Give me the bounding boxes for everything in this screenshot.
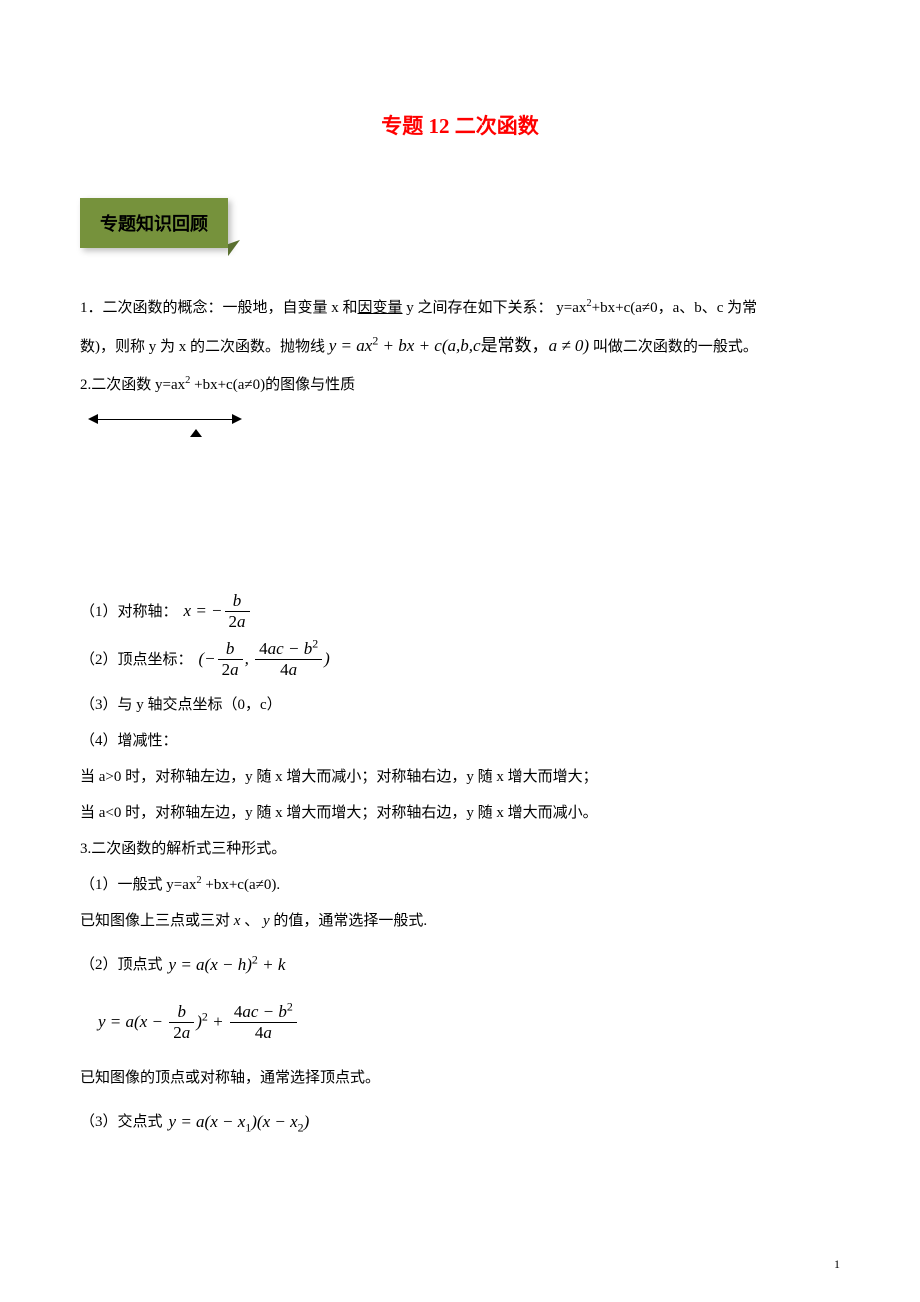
axis-tick-icon	[190, 429, 202, 437]
vertex-form-row: （2）顶点式 y = a(x − h)2 + k	[80, 945, 840, 986]
s2-prefix: 2.二次函数 y=ax	[80, 377, 185, 393]
item3-form-label: （3）交点式	[80, 1104, 163, 1140]
content-body: 1．二次函数的概念：一般地，自变量 x 和因变量 y 之间存在如下关系： y=a…	[80, 290, 840, 1142]
p1-mid: y 之间存在如下关系： y=ax	[403, 300, 587, 316]
arrow-left-icon	[88, 414, 98, 424]
vertex-form-expanded: y = a(x − b2a)2 + 4ac − b24a	[98, 1002, 299, 1044]
item2-label: （2）顶点坐标：	[80, 642, 193, 678]
monotonicity-a-neg: 当 a<0 时，对称轴左边，y 随 x 增大而增大；对称轴右边，y 随 x 增大…	[80, 795, 840, 831]
p2-prefix: 数)，则称 y 为 x 的二次函数。抛物线	[80, 339, 329, 355]
monotonicity-a-pos: 当 a>0 时，对称轴左边，y 随 x 增大而减小；对称轴右边，y 随 x 增大…	[80, 759, 840, 795]
y-intercept: （3）与 y 轴交点坐标（0，c）	[80, 687, 840, 723]
symmetry-axis-row: （1）对称轴： x = −b2a	[80, 591, 840, 633]
general-form-desc: 已知图像上三点或三对 x 、 y 的值，通常选择一般式.	[80, 903, 840, 939]
s3-i1-desc-prefix: 已知图像上三点或三对	[80, 913, 234, 929]
section3-heading: 3.二次函数的解析式三种形式。	[80, 831, 840, 867]
section-banner: 专题知识回顾	[80, 198, 228, 248]
p1-prefix: 1．二次函数的概念：一般地，自变量 x 和	[80, 300, 358, 316]
p2-math: y = ax2 + bx + c(a,b,c是常数，a ≠ 0)	[329, 336, 589, 355]
concept-para-2: 数)，则称 y 为 x 的二次函数。抛物线 y = ax2 + bx + c(a…	[80, 326, 840, 367]
general-form: （1）一般式 y=ax2 +bx+c(a≠0).	[80, 867, 840, 903]
exp-frac1-num: b	[169, 1002, 194, 1023]
monotonicity-label: （4）增减性：	[80, 723, 840, 759]
page-title: 专题 12 二次函数	[80, 110, 840, 140]
s3-i1-desc-suffix: 的值，通常选择一般式.	[270, 913, 428, 929]
vertex-row: （2）顶点坐标： (−b2a, 4ac − b24a)	[80, 639, 840, 681]
p1-suffix: +bx+c(a≠0，a、b、c 为常	[592, 300, 758, 316]
s3-i1-suffix: +bx+c(a≠0).	[202, 877, 280, 893]
s3-i1-mid: 、	[240, 913, 263, 929]
intercept-form-row: （3）交点式 y = a(x − x1)(x − x2)	[80, 1102, 840, 1143]
axis-line	[90, 419, 240, 421]
sub2: 2	[298, 1120, 304, 1134]
s3-i1-prefix: （1）一般式 y=ax	[80, 877, 196, 893]
item1-math: x = −b2a	[184, 591, 252, 633]
vertex-form-expanded-row: y = a(x − b2a)2 + 4ac − b24a	[80, 1002, 840, 1044]
axis-diagram	[90, 411, 250, 441]
vertex-form-math: y = a(x − h)2 + k	[169, 945, 286, 986]
vertex-form-desc: 已知图像的顶点或对称轴，通常选择顶点式。	[80, 1060, 840, 1096]
item2-frac1-num: b	[218, 639, 243, 660]
item2-math: (−b2a, 4ac − b24a)	[199, 639, 330, 681]
item1-num: b	[225, 591, 250, 612]
concept-para-1: 1．二次函数的概念：一般地，自变量 x 和因变量 y 之间存在如下关系： y=a…	[80, 290, 840, 326]
s3-i1-y: y	[263, 913, 270, 929]
s2-suffix: +bx+c(a≠0)的图像与性质	[190, 377, 355, 393]
arrow-right-icon	[232, 414, 242, 424]
page-number: 1	[834, 1257, 840, 1272]
item1-label: （1）对称轴：	[80, 594, 178, 630]
item2-form-label: （2）顶点式	[80, 947, 163, 983]
p1-underline: 因变量	[358, 300, 403, 316]
item2-comma: ,	[245, 649, 254, 668]
section2-heading: 2.二次函数 y=ax2 +bx+c(a≠0)的图像与性质	[80, 367, 840, 403]
intercept-form-math: y = a(x − x1)(x − x2)	[169, 1102, 310, 1143]
sub1: 1	[245, 1120, 251, 1134]
p2-suffix: 叫做二次函数的一般式。	[589, 339, 758, 355]
